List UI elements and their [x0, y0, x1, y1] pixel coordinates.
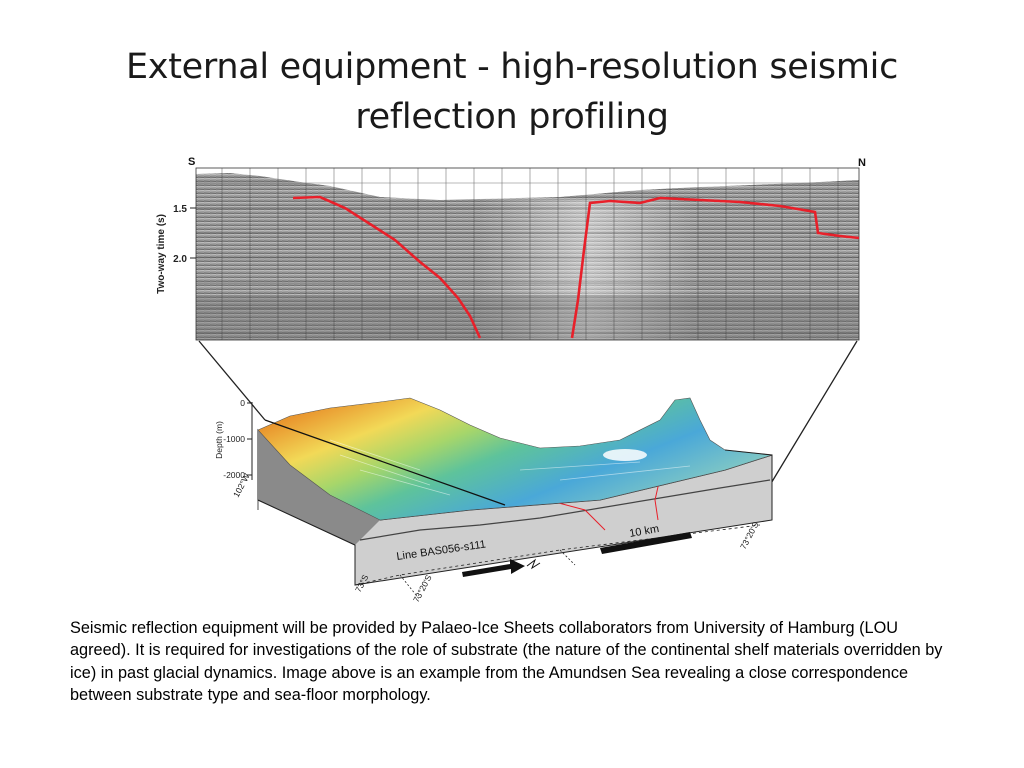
fault-line-left: [292, 195, 482, 339]
corner-dash-1: [399, 574, 421, 601]
depth-tick-0: 0: [240, 398, 245, 408]
block-diagram: 0 -1000 -2000 Depth (m): [214, 397, 773, 604]
slide-title-line-1: External equipment - high-resolution sei…: [125, 47, 899, 87]
fault-line-right: [570, 196, 860, 339]
depth-tick-1000: -1000: [223, 434, 245, 444]
subsurface-horizon: [359, 479, 771, 541]
depth-axis-title: Depth (m): [214, 421, 224, 459]
seismic-profile: S N: [156, 156, 866, 341]
south-label: S: [188, 156, 195, 168]
seismic-frame: [195, 167, 860, 341]
connector-right: [769, 340, 858, 486]
corner-dash-2: [559, 549, 576, 566]
north-label: N: [858, 157, 866, 169]
direction-arrow: [462, 558, 541, 577]
scale-label: 10 km: [628, 523, 660, 540]
slide-title: External equipment - high-resolution sei…: [60, 42, 964, 142]
bathymetry-surface: [257, 397, 773, 521]
y-tick-1-5: 1.5: [173, 204, 187, 215]
block-right-edge: [724, 449, 773, 520]
surface-lineations: [329, 439, 691, 496]
profile-track: [264, 419, 506, 506]
depth-axis: 0 -1000 -2000 Depth (m): [214, 398, 253, 480]
block-side-shadow: [258, 430, 380, 545]
corner-label-3: 73°20'S: [411, 573, 434, 604]
y-axis-title: Two-way time (s): [156, 214, 167, 294]
surface-gap: [603, 449, 647, 461]
seismic-figure: S N: [156, 156, 866, 604]
depth-tick-2000: -2000: [223, 470, 245, 480]
y-axis: 1.5 2.0 Two-way time (s): [156, 204, 196, 294]
deep-reflectors: [196, 295, 859, 340]
block-bottom-left: [257, 499, 356, 546]
seismic-grid: [196, 168, 859, 340]
connector-left: [198, 340, 266, 421]
slide-title-line-2: reflection profiling: [355, 97, 669, 137]
seismic-washout: [480, 200, 700, 340]
caption-text: Seismic reflection equipment will be pro…: [70, 619, 943, 705]
y-tick-2-0: 2.0: [173, 254, 187, 265]
scale-bar: 10 km: [600, 523, 692, 554]
